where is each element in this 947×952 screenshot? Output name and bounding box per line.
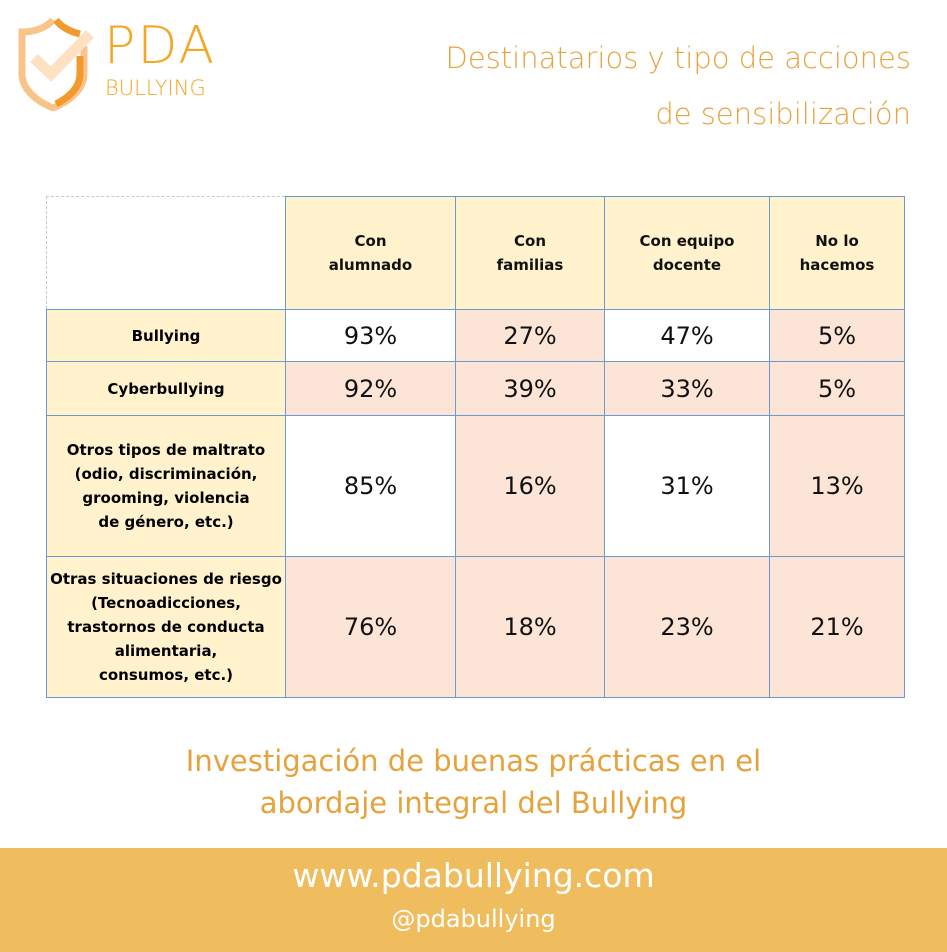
table-corner [46,196,286,310]
subtitle-line-1: Investigación de buenas prácticas en el [185,744,762,778]
row-label: Otras situaciones de riesgo (Tecnoadiccio… [46,556,286,698]
column-header-line: alumnado [328,256,413,274]
table-cell: 27% [455,309,605,362]
table-cell: 23% [604,556,770,698]
row-label-line: Cyberbullying [107,379,225,398]
column-header-line: hacemos [799,256,875,274]
row-label: Cyberbullying [46,361,286,416]
row-label-line: (odio, discriminación, [74,465,258,483]
column-header-line: familias [496,256,564,274]
column-header-line: Con [514,232,546,250]
row-label: Bullying [46,309,286,362]
table-row: Cyberbullying 92% 39% 33% 5% [46,361,905,416]
title-line-1: Destinatarios y tipo de acciones [445,41,912,75]
footer: www.pdabullying.com @pdabullying [0,848,947,952]
column-header: Con equipo docente [604,196,770,310]
title-line-2: de sensibilización [655,97,911,131]
table-cell: 21% [769,556,905,698]
table-cell: 31% [604,415,770,557]
row-label-line: trastornos de conducta [67,618,265,636]
table-cell: 76% [285,556,456,698]
table-cell: 85% [285,415,456,557]
row-label-line: Otras situaciones de riesgo [50,570,282,588]
row-label-line: Bullying [131,326,201,345]
row-label-line: Otros tipos de maltrato [66,441,266,459]
subtitle-line-2: abordaje integral del Bullying [259,786,688,820]
shield-check-icon [18,17,94,112]
row-label-line: grooming, violencia [82,489,250,507]
table-row: Otras situaciones de riesgo (Tecnoadiccio… [46,556,905,698]
table-cell: 13% [769,415,905,557]
table-cell: 33% [604,361,770,416]
logo-text-bullying: BULLYING [105,76,206,100]
logo-text-pda: PDA [104,16,217,76]
row-label-line: consumos, etc.) [98,666,234,684]
table-cell: 16% [455,415,605,557]
social-handle[interactable]: @pdabullying [391,905,556,933]
table-cell: 18% [455,556,605,698]
column-header: Con familias [455,196,605,310]
column-header-line: Con [354,232,387,250]
row-label-line: (Tecnoadicciones, [91,594,241,612]
website-link[interactable]: www.pdabullying.com [292,856,655,895]
table-cell: 39% [455,361,605,416]
row-label-line: alimentaria, [114,642,218,660]
column-header-line: No lo [815,232,859,250]
subtitle: Investigación de buenas prácticas en el … [0,740,947,824]
column-header: No lo hacemos [769,196,905,310]
data-table: Con alumnado Con familias Con equipo docente N… [46,196,905,698]
column-header-line: Con equipo [639,232,735,250]
table-row: Bullying 93% 27% 47% 5% [46,309,905,362]
table-cell: 5% [769,309,905,362]
row-label-line: de género, etc.) [98,513,234,531]
column-header-line: docente [652,256,722,274]
page-title: Destinatarios y tipo de acciones de sens… [446,30,912,142]
logo: PDA BULLYING [18,16,218,112]
table-cell: 93% [285,309,456,362]
row-label: Otros tipos de maltrato (odio, discrimina… [46,415,286,557]
table-cell: 5% [769,361,905,416]
table-row: Otros tipos de maltrato (odio, discrimina… [46,415,905,557]
column-header: Con alumnado [285,196,456,310]
table-cell: 92% [285,361,456,416]
table-cell: 47% [604,309,770,362]
